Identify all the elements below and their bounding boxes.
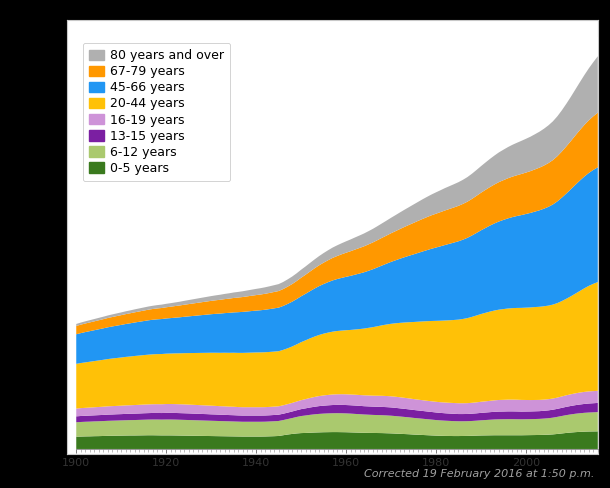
Text: Corrected 19 February 2016 at 1:50 p.m.: Corrected 19 February 2016 at 1:50 p.m. (364, 469, 595, 479)
Legend: 80 years and over, 67-79 years, 45-66 years, 20-44 years, 16-19 years, 13-15 yea: 80 years and over, 67-79 years, 45-66 ye… (82, 43, 230, 181)
